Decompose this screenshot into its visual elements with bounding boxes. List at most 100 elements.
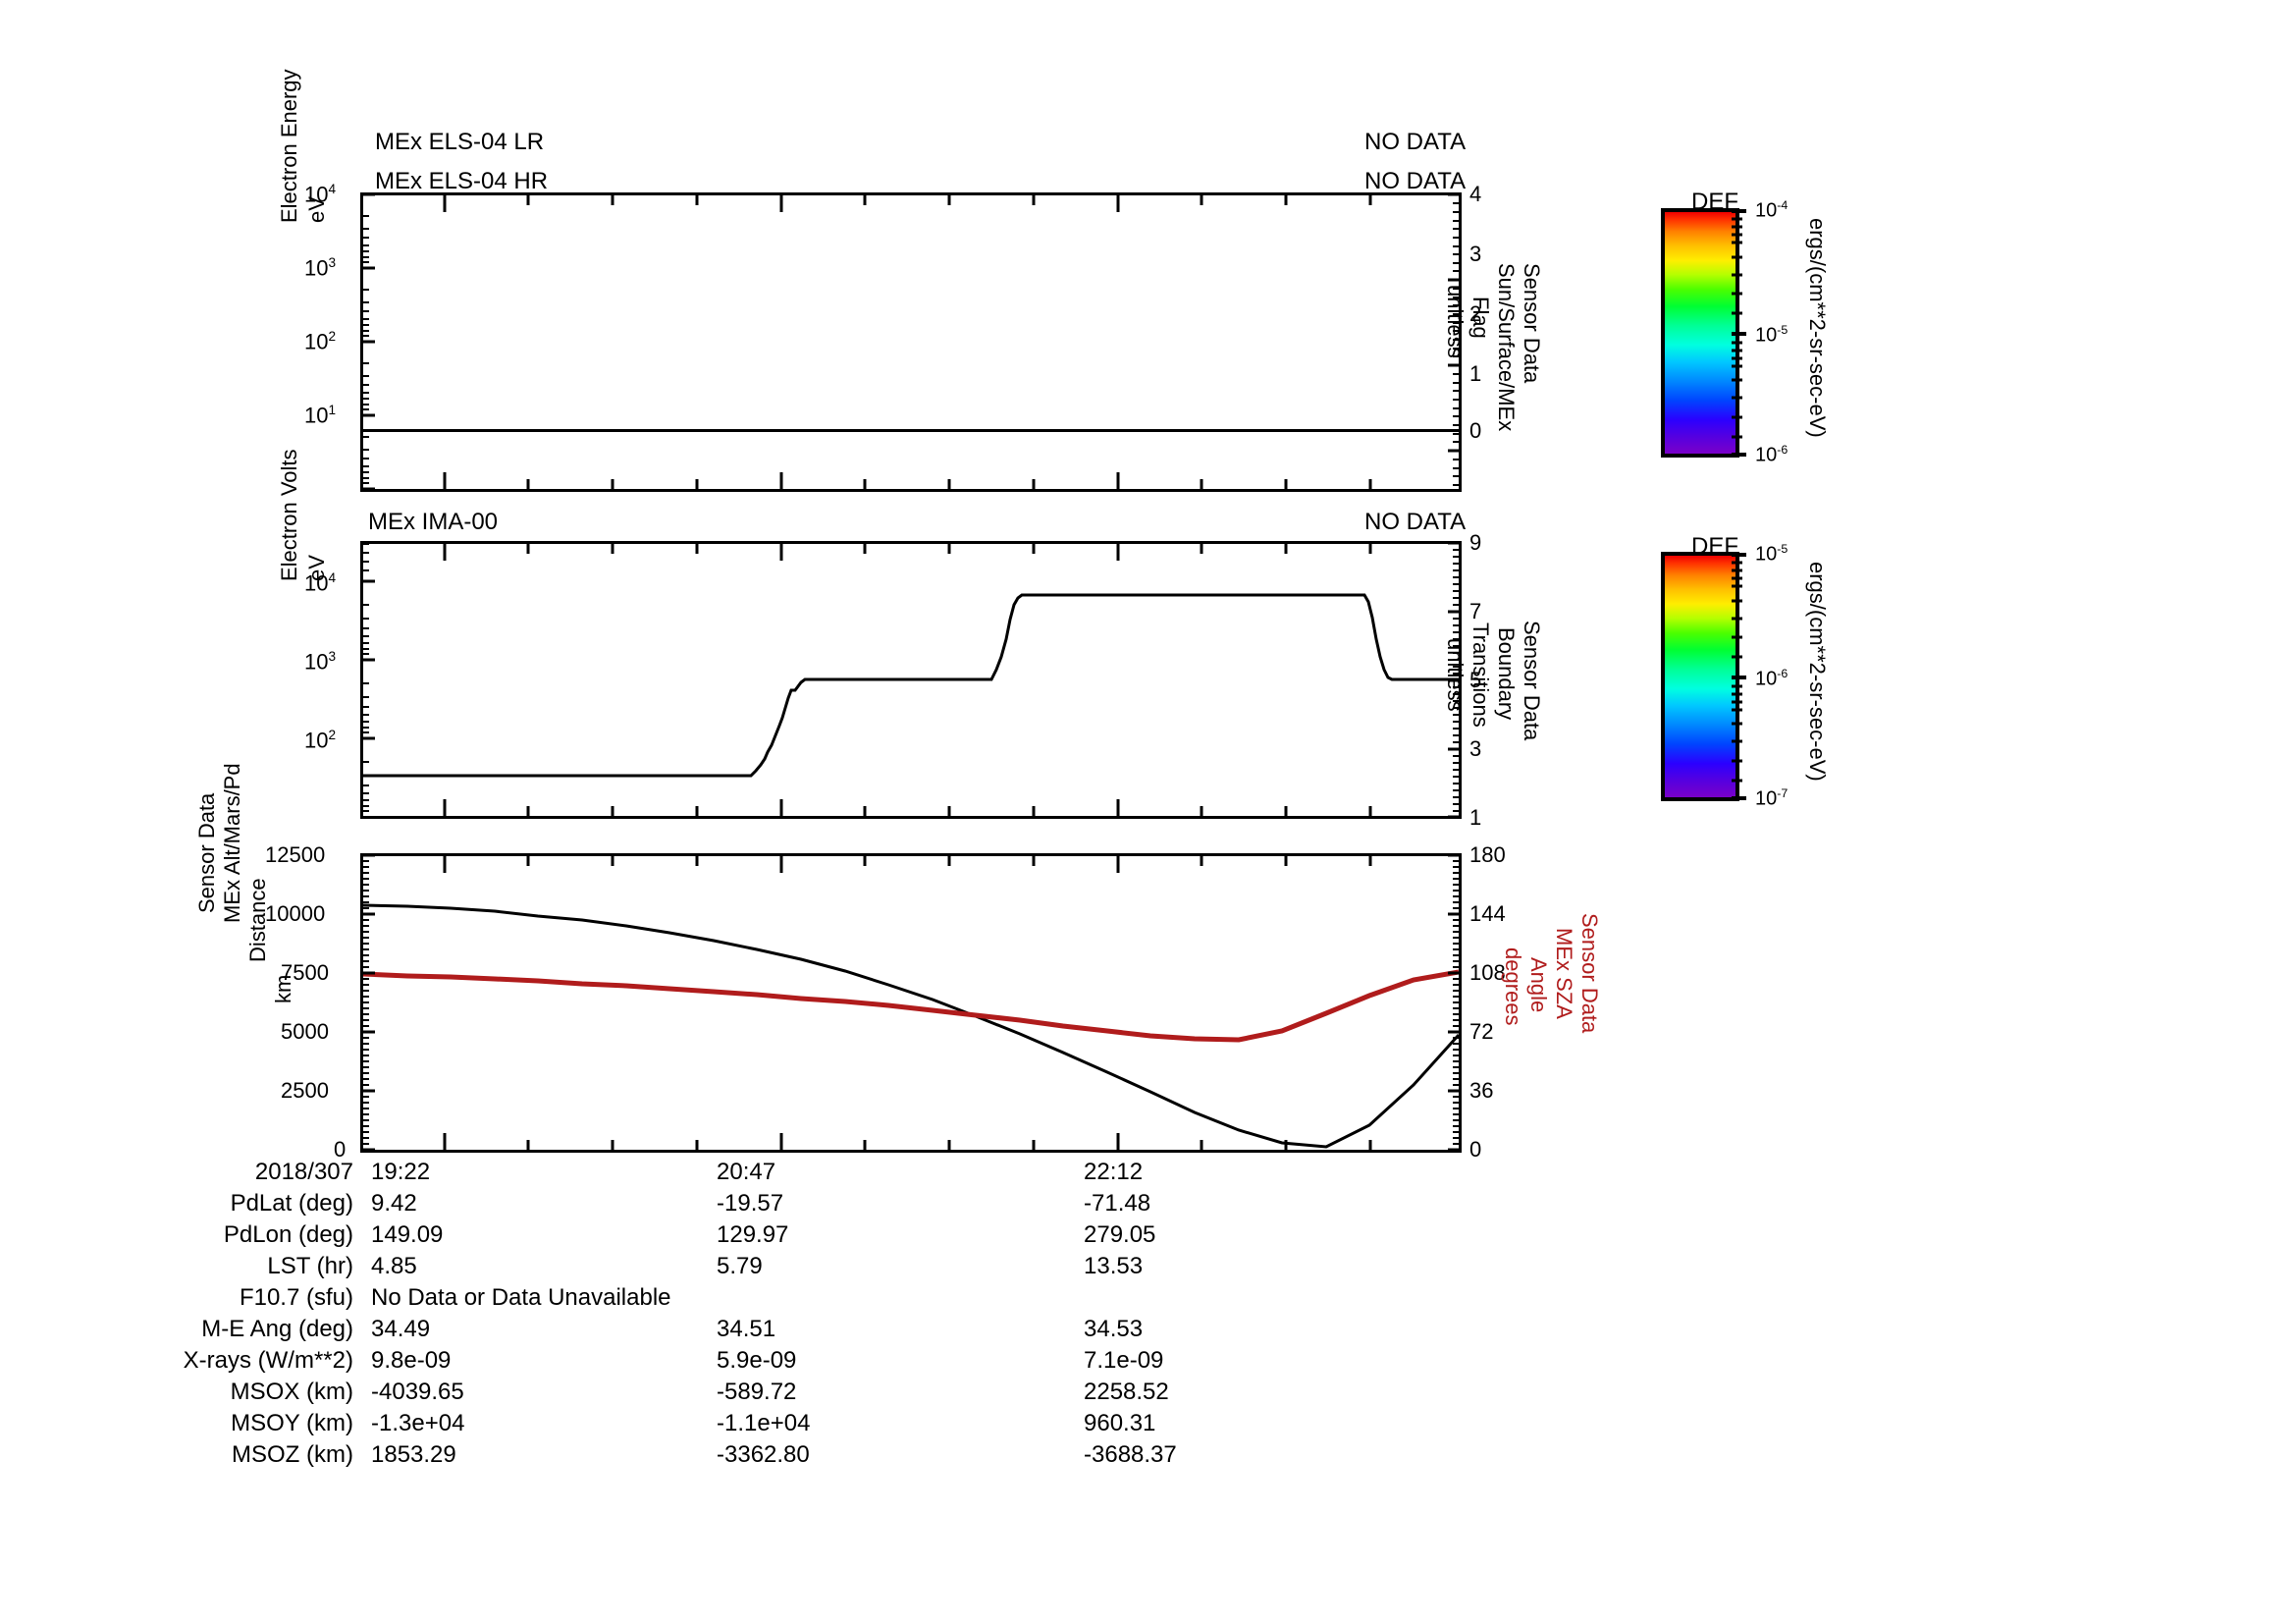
table-row-label: X-rays (W/m**2) [183,1347,353,1374]
table-row-value-c1: 4.85 [371,1253,417,1279]
panel-els-ytick-1e1: 101 [304,403,337,428]
panel-alt-ytick-7500: 7500 [281,960,329,985]
table-row-label: F10.7 (sfu) [239,1284,353,1311]
table-row-value-c3: 34.53 [1084,1316,1144,1342]
panel-els-header-right-2: NO DATA [1364,168,1467,194]
table-row-label: PdLat (deg) [230,1190,353,1217]
panel-els-header-right-1: NO DATA [1364,129,1467,155]
colorbar-ima-gradient [1661,552,1739,801]
table-row-label: MSOX (km) [230,1379,353,1405]
panel-ima-rtick-5: 5 [1469,668,1482,692]
table-row-value-c2: 5.9e-09 [717,1347,797,1374]
table-row-value-c1: -1.3e+04 [371,1410,465,1436]
colorbar-ima-tick-bot: 10-7 [1755,786,1789,810]
panel-els-header-left-1: MEx ELS-04 LR [375,129,545,155]
panel-ima-left-ticks [360,541,376,819]
panel-els-header-left-2: MEx ELS-04 HR [375,168,549,194]
colorbar-els-tick-top: 10-4 [1755,198,1789,222]
panel-els-ytick-1e4: 104 [304,182,337,207]
panel-els-rtick-2: 2 [1469,301,1482,326]
panel-els-rtick-4: 4 [1469,182,1482,206]
panel-els-data-line [363,429,1459,432]
colorbar-ima-ticks [1732,552,1747,801]
table-row-value-c1: No Data or Data Unavailable [371,1284,671,1311]
table-row-value-c2: 5.79 [717,1253,763,1279]
table-row-value-c3: 2258.52 [1084,1379,1169,1405]
panel-alt-left-axis-label-line2: MEx Alt/Mars/Pd [220,763,244,923]
panel-alt-sza-curve [363,969,1459,1043]
table-row-value-c1: 34.49 [371,1316,431,1342]
table-row-value-c2: 20:47 [717,1159,776,1185]
panel-alt-rtick-180: 180 [1469,842,1506,867]
panel-ima-ytick-1e3: 103 [304,649,337,675]
panel-ima-ytick-1e4: 104 [304,570,337,596]
colorbar-els-tick-bot: 10-6 [1755,443,1789,466]
panel-alt-right-axis-label-line1: Sensor Data [1577,913,1602,1034]
table-row-value-c2: 34.51 [717,1316,776,1342]
panel-alt-left-axis-label-line4: km [271,974,295,1003]
colorbar-ima-tick-top: 10-5 [1755,542,1789,566]
panel-alt-rtick-144: 144 [1469,901,1506,926]
panel-alt-plot-frame [360,853,1462,1153]
table-row-value-c3: 960.31 [1084,1410,1156,1436]
panel-els-xticks [360,192,1462,492]
panel-ima-header-left: MEx IMA-00 [368,509,499,535]
table-row-value-c3: 22:12 [1084,1159,1144,1185]
panel-alt-ytick-12500: 12500 [265,842,326,867]
panel-alt-ytick-2500: 2500 [281,1078,329,1103]
table-row-value-c1: 1853.29 [371,1441,456,1468]
table-row-label: MSOZ (km) [232,1441,353,1468]
panel-ima-xticks [360,541,1462,819]
table-row-value-c3: 7.1e-09 [1084,1347,1164,1374]
colorbar-ima-tick-mid: 10-6 [1755,667,1789,690]
panel-ima-rtick-9: 9 [1469,530,1482,555]
panel-els: MEx ELS-04 LR MEx ELS-04 HR NO DATA NO D… [0,0,2296,511]
table-row-value-c3: -3688.37 [1084,1441,1177,1468]
table-row-value-c2: -589.72 [717,1379,797,1405]
panel-alt-left-axis-label-line3: Distance [245,878,270,962]
ephemeris-table: 2018/307 19:22 20:47 22:12 PdLat (deg) 9… [0,0,2296,1468]
table-row-label: 2018/307 [254,1159,353,1185]
panel-els-rtick-3: 3 [1469,242,1482,266]
panel-ima-ytick-1e2: 102 [304,728,337,753]
table-row-label: MSOY (km) [231,1410,353,1436]
table-row-value-c2: -3362.80 [717,1441,810,1468]
panel-ima-rtick-3: 3 [1469,736,1482,761]
table-row-label: M-E Ang (deg) [201,1316,353,1342]
colorbar-ima-unit-text: ergs/(cm**2-sr-sec-eV) [1805,562,1830,782]
table-row-label: LST (hr) [267,1253,353,1279]
panel-els-right-ticks [1447,192,1462,492]
table-row-value-c2: 129.97 [717,1221,789,1248]
table-row-value-c3: 279.05 [1084,1221,1156,1248]
table-row-value-c1: 9.8e-09 [371,1347,452,1374]
table-row-value-c2: -19.57 [717,1190,784,1217]
panel-alt-xticks [360,853,1462,1153]
colorbar-els-tick-mid: 10-5 [1755,323,1789,347]
panel-ima-rtick-1: 1 [1469,805,1482,830]
panel-alt-rtick-108: 108 [1469,960,1506,985]
panel-alt-right-axis-label-line3: Angle [1526,957,1551,1013]
panel-alt-right-axis-label-line2: MEx SZA [1552,928,1576,1019]
panel-els-rtick-1: 1 [1469,361,1482,386]
panel-ima: MEx IMA-00 NO DATA [277,449,1544,830]
table-row-value-c3: -71.48 [1084,1190,1151,1217]
table-row-label: PdLon (deg) [223,1221,353,1248]
panel-ima-data-line [363,541,1462,819]
panel-alt-ytick-5000: 5000 [281,1019,329,1044]
panel-alt-distance-curve [363,903,1459,1149]
panel-alt-right-ticks [1447,853,1463,1153]
table-row-value-c3: 13.53 [1084,1253,1144,1279]
panel-alt-left-axis-label-line1: Sensor Data [194,792,219,913]
panel-ima-header-right: NO DATA [1364,509,1467,535]
panel-alt-ytick-0: 0 [334,1137,347,1162]
panel-alt-right-axis-label-line4: degrees [1501,947,1525,1026]
panel-els-ytick-1e2: 102 [304,329,337,354]
panel-els-ytick-1e3: 103 [304,255,337,281]
panel-alt-rtick-0: 0 [1469,1137,1482,1162]
panel-alt-ytick-10000: 10000 [265,901,326,926]
panel-alt: 12500 10000 7500 5000 2500 0 Sensor Data… [194,763,1602,1162]
panel-alt-data-curves [363,856,1459,1151]
table-row-value-c1: 19:22 [371,1159,431,1185]
panel-ima-rtick-7: 7 [1469,599,1482,623]
